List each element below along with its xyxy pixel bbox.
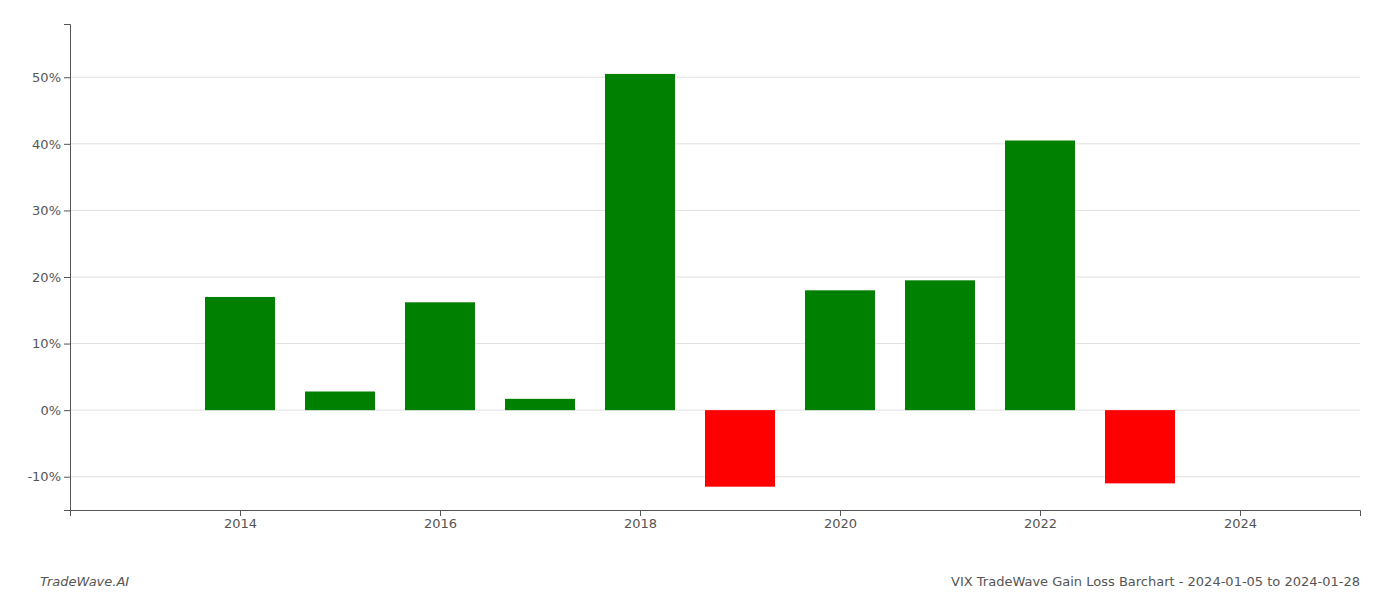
bar (405, 302, 475, 410)
tick-label: 30% (32, 203, 61, 218)
tick: -10% (27, 469, 70, 484)
tick-label: 2016 (424, 516, 457, 531)
tick-label: 50% (32, 70, 61, 85)
bar (205, 297, 275, 410)
bar (905, 280, 975, 410)
tick-mark (240, 510, 241, 516)
bar (805, 290, 875, 410)
tick-label: 2018 (624, 516, 657, 531)
tick: 10% (32, 336, 70, 351)
tick: 50% (32, 70, 70, 85)
plot: 2014 2016 2018 2020 2022 2024 -10% 0% 10% 20% 30% 4… (27, 25, 1360, 532)
tick-mark (64, 344, 70, 345)
tick-label: -10% (27, 469, 61, 484)
bars (205, 74, 1175, 487)
bar (505, 399, 575, 410)
tick-label: 2022 (1024, 516, 1057, 531)
title: VIX TradeWave Gain Loss Barchart - 2024-… (951, 574, 1360, 589)
axis-line (64, 25, 71, 511)
y-axis: -10% 0% 10% 20% 30% 40% 50% (27, 25, 70, 511)
watermark: TradeWave.AI (40, 574, 129, 589)
tick-mark (64, 144, 70, 145)
grid-line (70, 143, 1360, 144)
tick: 2018 (624, 510, 657, 531)
tick-mark (840, 510, 841, 516)
tick-label: 40% (32, 136, 61, 151)
tick-mark (1040, 510, 1041, 516)
bar (605, 74, 675, 410)
tick-label: 2024 (1224, 516, 1257, 531)
tick-mark (64, 77, 70, 78)
x-axis: 2014 2016 2018 2020 2022 2024 (71, 510, 1361, 531)
tick-mark (64, 410, 70, 411)
tick-mark (64, 210, 70, 211)
tick-mark (440, 510, 441, 516)
tick-label: 10% (32, 336, 61, 351)
tick-label: 2020 (824, 516, 857, 531)
tick: 40% (32, 136, 70, 151)
grid-line (70, 77, 1360, 78)
grid-line (70, 276, 1360, 277)
tick-label: 20% (32, 270, 61, 285)
bar (1105, 410, 1175, 483)
tick-mark (1240, 510, 1241, 516)
tick: 2016 (424, 510, 457, 531)
tick: 30% (32, 203, 70, 218)
bar (305, 391, 375, 410)
tick-label: 0% (40, 403, 61, 418)
tick-label: 2014 (224, 516, 257, 531)
tick: 0% (40, 403, 70, 418)
tick: 2020 (824, 510, 857, 531)
tick: 2024 (1224, 510, 1257, 531)
tick-mark (64, 477, 70, 478)
tick: 2022 (1024, 510, 1057, 531)
bar (1005, 141, 1075, 411)
tick-mark (640, 510, 641, 516)
grid-line (70, 210, 1360, 211)
tick: 20% (32, 270, 70, 285)
tick: 2014 (224, 510, 257, 531)
chart: 2014 2016 2018 2020 2022 2024 -10% 0% 10% 20% 30% 4… (0, 0, 1400, 600)
axis-line (71, 511, 1361, 517)
tick-mark (64, 277, 70, 278)
bar (705, 410, 775, 487)
